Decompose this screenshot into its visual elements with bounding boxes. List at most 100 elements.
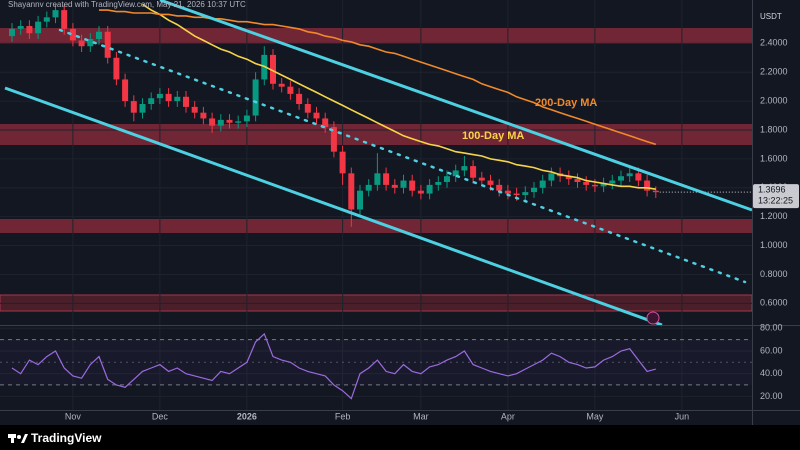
ma-label: 100-Day MA (462, 130, 524, 142)
rsi-tick-label: 80.00 (760, 323, 783, 333)
y-tick-label: 2.0000 (760, 95, 788, 105)
candle-body (104, 31, 111, 58)
candle-body (496, 184, 503, 191)
candle-body (452, 170, 459, 177)
candle-body (365, 184, 372, 191)
candle-body (191, 106, 198, 113)
candle-body (52, 10, 59, 18)
candle-body (357, 190, 363, 210)
candle-body (600, 183, 607, 187)
logo-mark (11, 434, 14, 443)
candle-body (200, 112, 207, 119)
candle-body (322, 118, 329, 128)
x-tick-label: 2026 (237, 411, 257, 421)
currency: USDT (760, 12, 782, 21)
candle-body (609, 180, 616, 184)
grid (0, 0, 752, 410)
candle-body (409, 180, 416, 191)
candle-body (426, 184, 433, 194)
candle-body (383, 173, 390, 185)
y-tick-label: 2.4000 (760, 38, 788, 48)
alert-icon[interactable] (646, 311, 660, 325)
rsi-tick-label: 60.00 (760, 345, 783, 355)
ma-line (99, 9, 657, 146)
resistance-zone (0, 124, 752, 145)
x-tick-label: Apr (501, 411, 515, 421)
rsi-levels (0, 339, 752, 386)
candle-body (69, 28, 76, 41)
candle-body (9, 28, 15, 37)
candle-body (652, 190, 659, 193)
candle-body (635, 173, 642, 181)
zones (0, 28, 753, 312)
candle-body (504, 190, 511, 194)
ma-lines: 100-Day MA 200-Day MA (99, 3, 752, 193)
candle-body (43, 17, 50, 22)
candle-body (122, 79, 129, 102)
candle-body (435, 182, 442, 185)
y-tick-label: 1.6000 (760, 153, 788, 163)
candle-body (226, 119, 233, 123)
axes: 0.60000.80001.00001.20001.40001.60001.80… (65, 38, 799, 421)
logo (8, 434, 28, 443)
candle-body (644, 180, 651, 191)
channel-lower (4, 86, 663, 327)
trendlines (4, 0, 753, 327)
channel-upper (159, 0, 753, 212)
candle-body (478, 177, 485, 181)
candle-body (548, 173, 555, 181)
candle-body (565, 176, 572, 180)
candle-body (296, 93, 303, 104)
candle-body (539, 180, 546, 188)
candle-body (618, 176, 624, 181)
candle-body (183, 96, 189, 107)
candle-body (391, 184, 398, 188)
resistance-zone (0, 28, 752, 44)
candle-body (513, 193, 520, 195)
candle-body (243, 115, 250, 122)
ma-line (142, 3, 656, 190)
candle-body (96, 31, 102, 39)
candle-body (26, 26, 33, 34)
candle-body (400, 180, 407, 188)
candle-body (78, 40, 85, 47)
candle-body (278, 83, 285, 87)
y-tick-label: 1.2000 (760, 211, 788, 221)
candle-body (174, 96, 181, 102)
candle-body (313, 112, 320, 119)
candle-body (165, 93, 172, 102)
price-label: 1.3696 (758, 185, 786, 195)
candle-body (148, 98, 155, 104)
candle-body (217, 119, 224, 126)
candle-body (35, 21, 42, 34)
y-tick-label: 1.8000 (760, 124, 788, 134)
rsi-tick-label: 20.00 (760, 391, 783, 401)
support-zone (0, 219, 752, 233)
candle-body (531, 187, 537, 193)
candle-body (330, 127, 337, 152)
candle-body (374, 173, 381, 185)
candle-body (61, 10, 68, 29)
countdown: 13:22:25 (758, 196, 793, 206)
candle-body (270, 54, 276, 84)
currency-box (754, 9, 784, 25)
rsi-band (0, 339, 752, 385)
candle-body (417, 190, 424, 194)
y-tick-label: 1.0000 (760, 240, 788, 250)
x-tick-label: May (586, 411, 604, 421)
candle-body (304, 104, 311, 113)
candle-body (130, 101, 137, 113)
footer-bar (0, 425, 800, 450)
candle-body (287, 86, 294, 94)
x-tick-label: Dec (152, 411, 169, 421)
y-tick-label: 2.2000 (760, 67, 788, 77)
candle-body (444, 176, 450, 182)
candle-body (591, 184, 598, 187)
candle-body (461, 166, 468, 171)
header: Shayannv created with TradingView.com, M… (8, 0, 246, 9)
ma-label: 200-Day MA (535, 97, 597, 109)
candle-body (574, 179, 581, 182)
candle-body (235, 121, 242, 123)
x-tick-label: Nov (65, 411, 82, 421)
